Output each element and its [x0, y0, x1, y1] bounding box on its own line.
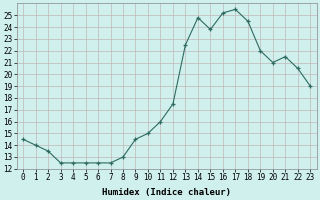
X-axis label: Humidex (Indice chaleur): Humidex (Indice chaleur): [102, 188, 231, 197]
